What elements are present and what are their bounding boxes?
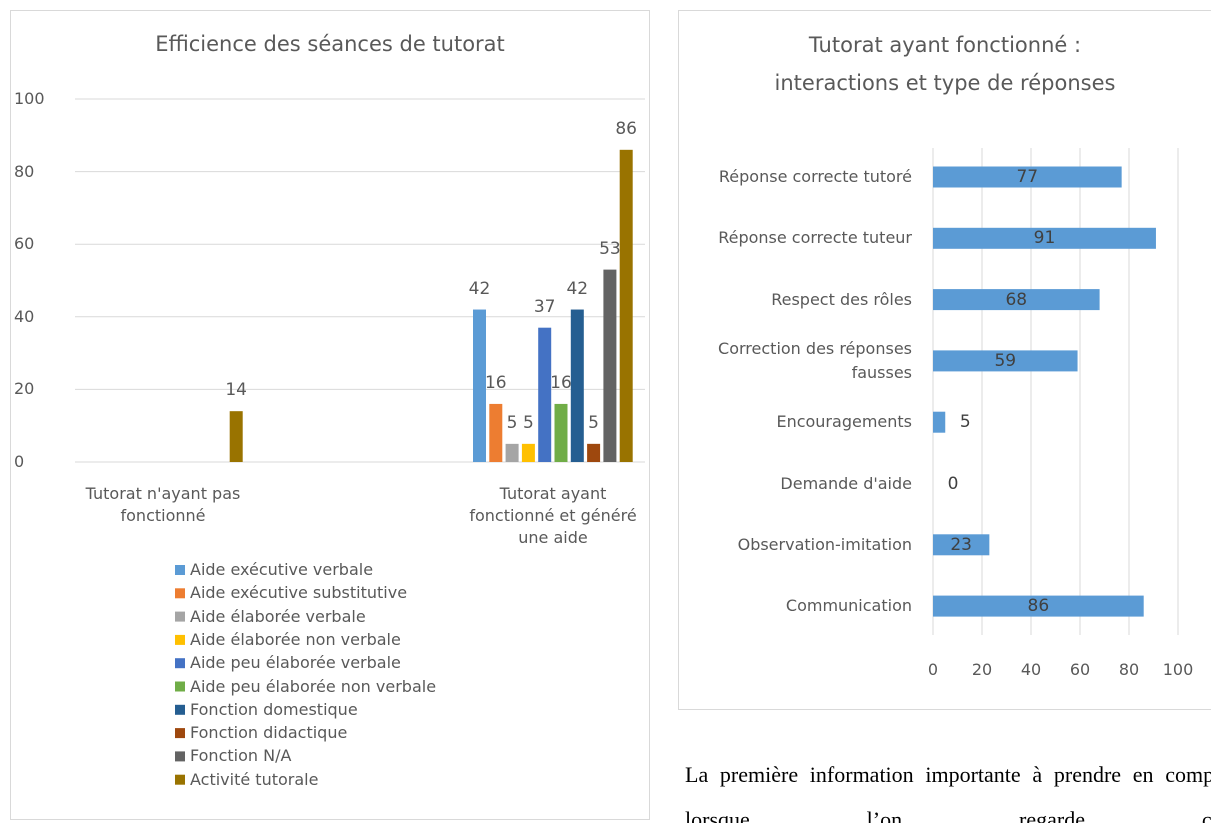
data-label: 5 (506, 412, 518, 433)
y-tick-label: Respect des rôles (771, 289, 912, 309)
bar (933, 595, 1144, 617)
bar (570, 309, 584, 462)
bar (933, 227, 1156, 249)
y-tick-label: 20 (14, 379, 35, 399)
data-label: 5 (522, 412, 534, 433)
x-tick-label: 0 (927, 660, 939, 679)
y-tick-label: Correction des réponses fausses (718, 338, 912, 382)
legend-label: Fonction domestique (190, 699, 358, 719)
legend-label: Aide peu élaborée verbale (190, 653, 401, 673)
legend-label: Fonction N/A (190, 746, 292, 766)
bar (933, 411, 946, 433)
y-tick-label: 0 (14, 452, 25, 471)
legend-swatch (175, 611, 185, 622)
legend-swatch (175, 728, 185, 739)
data-label: 16 (484, 372, 507, 393)
bar (489, 403, 503, 462)
data-label: 86 (615, 118, 637, 139)
legend-label: Fonction didactique (190, 723, 348, 743)
bar (933, 166, 1122, 188)
x-tick-label: Tutorat n'ayant pas fonctionné (85, 484, 241, 525)
data-label: 91 (1033, 228, 1056, 249)
chart-title: Tutorat ayant fonctionné : interactions … (774, 33, 1116, 95)
data-label: 42 (566, 278, 589, 299)
data-label: 16 (550, 372, 572, 393)
data-label: 5 (959, 412, 971, 433)
y-tick-label: Communication (785, 596, 912, 616)
data-label: 42 (468, 278, 491, 299)
chart-title: Efficience des séances de tutorat (155, 32, 505, 56)
legend-label: Aide exécutive verbale (190, 560, 374, 579)
bar (554, 403, 568, 462)
paragraph: La première information importante à pre… (685, 762, 1211, 823)
x-tick-label: 100 (1162, 660, 1194, 679)
x-tick-label: Tutorat ayant fonctionné et généré une a… (469, 484, 637, 547)
data-label: 14 (225, 380, 247, 401)
y-tick-label: Encouragements (776, 412, 912, 432)
bar (587, 443, 601, 462)
data-label: 86 (1027, 596, 1050, 617)
data-label: 77 (1016, 167, 1039, 187)
legend-swatch (175, 588, 185, 599)
legend-label: Activité tutorale (190, 769, 319, 789)
legend-label: Aide peu élaborée non verbale (190, 676, 437, 696)
legend-swatch (175, 565, 185, 575)
data-label: 0 (947, 473, 959, 494)
bar (619, 149, 633, 462)
x-tick-label: 80 (1118, 660, 1140, 679)
bar (505, 443, 519, 462)
data-label: 23 (950, 534, 972, 555)
y-tick-label: Réponse correcte tutoré (718, 167, 912, 186)
legend-swatch (175, 751, 185, 762)
legend-swatch (175, 704, 185, 715)
bar (538, 327, 552, 462)
data-label: 5 (588, 412, 599, 433)
bar (933, 534, 990, 556)
legend-swatch (175, 774, 185, 785)
bar (473, 309, 486, 462)
x-tick-label: 60 (1069, 660, 1091, 679)
chart-frame (678, 10, 1211, 710)
chart-frame (10, 10, 650, 820)
legend-swatch (175, 658, 185, 669)
data-label: 37 (533, 296, 556, 317)
data-label: 68 (1005, 289, 1028, 310)
legend-swatch (175, 634, 185, 645)
bar (603, 269, 617, 462)
x-tick-label: 40 (1020, 660, 1042, 679)
legend-swatch (175, 681, 185, 692)
data-label: 59 (994, 350, 1017, 371)
legend-label: Aide élaborée verbale (190, 606, 366, 626)
y-tick-label: Observation-imitation (737, 534, 912, 554)
y-tick-label: Demande d'aide (780, 473, 912, 493)
x-tick-label: 20 (971, 660, 993, 679)
bar (933, 289, 1100, 311)
legend-label: Aide élaborée non verbale (190, 629, 401, 649)
data-label: 53 (599, 238, 621, 259)
legend-label: Aide exécutive substitutive (190, 583, 408, 603)
bar (229, 411, 243, 462)
y-tick-label: 60 (14, 234, 35, 254)
y-tick-label: 40 (14, 306, 35, 326)
y-tick-label: 80 (14, 161, 35, 181)
y-tick-label: Réponse correcte tuteur (718, 228, 912, 248)
bar (933, 350, 1078, 372)
y-tick-label: 100 (14, 89, 45, 108)
bar (521, 443, 535, 462)
